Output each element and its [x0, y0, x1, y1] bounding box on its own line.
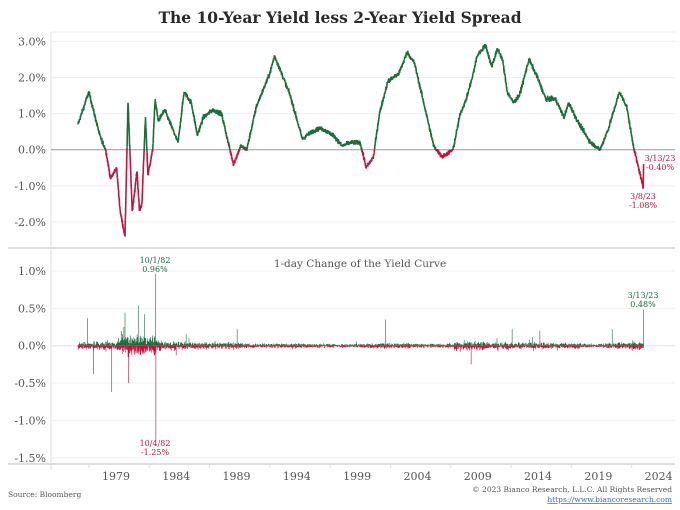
spread-line-positive — [77, 43, 636, 152]
x-tick-label: 1979 — [102, 470, 130, 483]
x-tick-label: 1984 — [162, 470, 190, 483]
annotation-3-8-23-value: -1.08% — [629, 201, 658, 210]
annotation-3-8-23-date: 3/8/23 — [630, 192, 656, 201]
annotation-10-1-82-date: 10/1/82 — [140, 256, 171, 265]
y-tick-label: 0.0% — [18, 144, 46, 157]
annotation-10-4-82-value: -1.25% — [141, 448, 170, 457]
annotation-10-1-82-value: 0.96% — [142, 265, 168, 274]
x-tick-label: 2019 — [584, 470, 612, 483]
bottom-gridlines — [51, 270, 675, 459]
y-tick-label: 0.0% — [18, 340, 46, 353]
y-tick-label: 1.0% — [18, 108, 46, 121]
x-tick-label: 2014 — [524, 470, 552, 483]
annotation-10-4-82-date: 10/4/82 — [140, 439, 171, 448]
y-tick-label: -1.0% — [14, 180, 46, 193]
y-tick-label: 1.0% — [18, 265, 46, 278]
annotation-3-13-23-change-value: 0.48% — [630, 300, 656, 309]
x-tick-label: 1999 — [343, 470, 371, 483]
y-tick-label: -0.5% — [14, 377, 46, 390]
source-note: Source: Bloomberg — [8, 490, 81, 499]
x-tick-labels: 1979 1984 1989 1994 1999 2004 2009 2014 2019 2024 — [88, 464, 673, 483]
website-link[interactable]: https://www.biancoresearch.com — [547, 495, 672, 504]
y-tick-label: -1.0% — [14, 414, 46, 427]
annotation-3-13-23-change-date: 3/13/23 — [628, 291, 659, 300]
y-tick-label: -1.5% — [14, 452, 46, 465]
x-tick-label: 2004 — [403, 470, 431, 483]
y-tick-label: -2.0% — [14, 216, 46, 229]
spread-series — [77, 43, 645, 237]
top-y-tick-labels: 3.0% 2.0% 1.0% 0.0% -1.0% -2.0% — [14, 35, 46, 229]
daily-change-bars — [77, 274, 644, 440]
bottom-y-tick-labels: 1.0% 0.5% 0.0% -0.5% -1.0% -1.5% — [14, 265, 46, 465]
annotation-3-13-23-value: -0.40% — [646, 163, 675, 172]
x-tick-label: 2024 — [645, 470, 673, 483]
daily-change-positive-bars — [77, 274, 644, 346]
chart-title: The 10-Year Yield less 2-Year Yield Spre… — [158, 8, 521, 27]
daily-change-negative-bars — [77, 345, 644, 440]
y-tick-label: 2.0% — [18, 72, 46, 85]
x-tick-label: 1989 — [223, 470, 251, 483]
annotation-3-13-23-date: 3/13/23 — [645, 154, 676, 163]
bottom-chart-title: 1-day Change of the Yield Curve — [274, 258, 446, 270]
x-tick-label: 1994 — [283, 470, 311, 483]
y-tick-label: 0.5% — [18, 302, 46, 315]
y-tick-label: 3.0% — [18, 35, 46, 48]
x-tick-label: 2009 — [464, 470, 492, 483]
copyright-note: © 2023 Bianco Research, L.L.C. All Right… — [472, 485, 672, 494]
spread-line-negative — [104, 147, 645, 237]
